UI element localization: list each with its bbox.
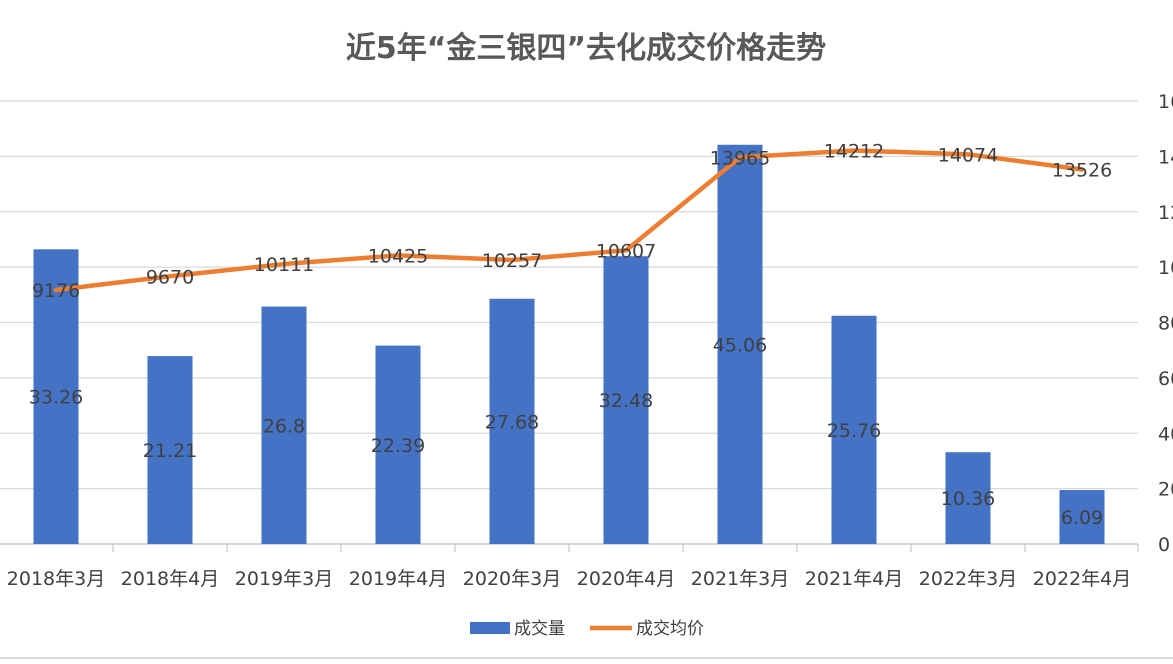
legend-label-line: 成交均价 bbox=[636, 619, 704, 639]
right-y-tick-label: 2000 bbox=[1158, 479, 1173, 501]
line-data-label: 14074 bbox=[938, 144, 998, 166]
x-tick-label: 2021年4月 bbox=[805, 568, 903, 590]
bar-data-label: 25.76 bbox=[827, 420, 881, 442]
line-data-label: 10607 bbox=[596, 240, 656, 262]
data-labels: 33.26 21.21 26.8 22.39 27.68 32.48 45.06 25.76 1… bbox=[29, 141, 1112, 530]
x-tick-label: 2019年4月 bbox=[349, 568, 447, 590]
bar-data-label: 10.36 bbox=[941, 488, 995, 510]
bar bbox=[261, 306, 307, 544]
x-tick-label: 2021年3月 bbox=[691, 568, 789, 590]
bar-data-label: 27.68 bbox=[485, 411, 539, 433]
bar bbox=[717, 144, 763, 544]
right-y-tick-label: 10000 bbox=[1158, 257, 1173, 279]
line-path bbox=[53, 148, 1085, 293]
bar bbox=[1059, 490, 1105, 544]
bar bbox=[33, 249, 79, 544]
line-data-label: 10111 bbox=[254, 254, 314, 276]
line-data-label: 10257 bbox=[482, 250, 542, 272]
right-y-tick-label: 4000 bbox=[1158, 423, 1173, 445]
bar-data-label: 26.8 bbox=[263, 415, 305, 437]
x-tick-label: 2022年4月 bbox=[1033, 568, 1131, 590]
right-y-tick-label: 6000 bbox=[1158, 368, 1173, 390]
line-data-label: 9176 bbox=[32, 280, 80, 302]
bar bbox=[945, 452, 991, 544]
line-data-label: 13965 bbox=[710, 147, 770, 169]
bar-data-label: 21.21 bbox=[143, 440, 197, 462]
bar-data-label: 45.06 bbox=[713, 334, 767, 356]
chart-title: 近5年“金三银四”去化成交价格走势 bbox=[346, 31, 826, 66]
legend-label-bar: 成交量 bbox=[514, 619, 565, 639]
bar-data-label: 22.39 bbox=[371, 435, 425, 457]
line-data-label: 10425 bbox=[368, 245, 428, 267]
line-data-label: 14212 bbox=[824, 141, 884, 163]
bar bbox=[489, 298, 535, 544]
right-y-tick-label: 8000 bbox=[1158, 313, 1173, 335]
bar bbox=[147, 356, 193, 544]
legend: 成交量 成交均价 bbox=[470, 619, 704, 639]
bar-data-label: 33.26 bbox=[29, 387, 83, 409]
bar bbox=[831, 315, 877, 544]
x-tick-label: 2020年3月 bbox=[463, 568, 561, 590]
right-y-tick-label: 12000 bbox=[1158, 202, 1173, 224]
legend-swatch-bar bbox=[470, 622, 510, 634]
line-series bbox=[53, 148, 1085, 293]
bar-series bbox=[33, 144, 1105, 544]
x-tick-label: 2018年3月 bbox=[7, 568, 105, 590]
bar bbox=[603, 256, 649, 544]
right-y-tick-label: 14000 bbox=[1158, 146, 1173, 168]
bar-data-label: 32.48 bbox=[599, 390, 653, 412]
x-tick-label: 2020年4月 bbox=[577, 568, 675, 590]
x-axis: 2018年3月 2018年4月 2019年3月 2019年4月 2020年3月 2020年… bbox=[7, 544, 1139, 590]
right-y-tick-label: 0 bbox=[1158, 534, 1170, 556]
x-tick-label: 2019年3月 bbox=[235, 568, 333, 590]
line-data-label: 9670 bbox=[146, 266, 194, 288]
right-y-axis: 0 2000 4000 6000 8000 10000 12000 14000 16000 bbox=[1158, 91, 1173, 556]
x-tick-label: 2018年4月 bbox=[121, 568, 219, 590]
right-y-tick-label: 16000 bbox=[1158, 91, 1173, 113]
bar bbox=[375, 345, 421, 544]
bar-data-label: 6.09 bbox=[1061, 507, 1103, 529]
x-tick-label: 2022年3月 bbox=[919, 568, 1017, 590]
line-data-label: 13526 bbox=[1052, 159, 1112, 181]
